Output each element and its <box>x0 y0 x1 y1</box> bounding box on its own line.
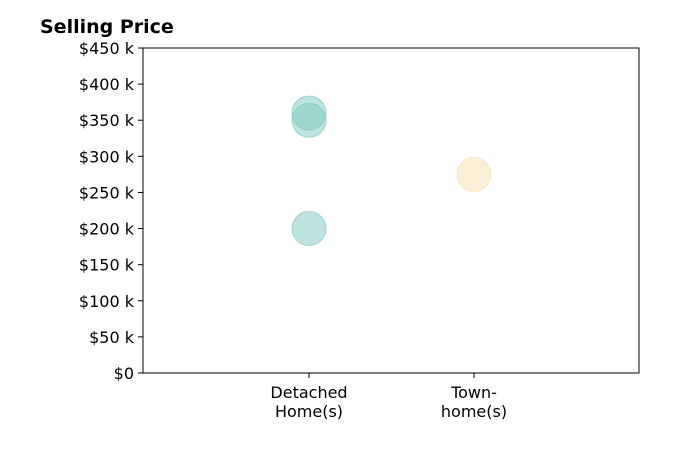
x-tick-label: Home(s) <box>275 402 343 421</box>
y-tick-label: $400 k <box>79 75 135 94</box>
x-tick-label: Town- <box>450 383 497 402</box>
y-tick-label: $200 k <box>79 220 135 239</box>
plot-frame <box>142 47 640 374</box>
y-tick-label: $150 k <box>79 256 135 275</box>
data-point <box>291 211 327 247</box>
x-tick-label: Detached <box>270 383 347 402</box>
y-tick-label: $450 k <box>79 39 135 58</box>
y-tick-label: $0 <box>114 364 134 383</box>
y-tick-label: $250 k <box>79 183 135 202</box>
y-tick-label: $300 k <box>79 147 135 166</box>
y-axis: $0 $50 k $100 k $150 k $200 k $250 k $300 k $35… <box>79 39 143 383</box>
y-tick-label: $350 k <box>79 111 135 130</box>
data-point <box>291 102 327 138</box>
chart-title: Selling Price <box>40 16 174 38</box>
y-tick-label: $50 k <box>89 328 135 347</box>
x-tick-label: home(s) <box>441 402 507 421</box>
points-layer <box>291 95 492 247</box>
y-tick-label: $100 k <box>79 292 135 311</box>
data-point <box>456 156 492 192</box>
